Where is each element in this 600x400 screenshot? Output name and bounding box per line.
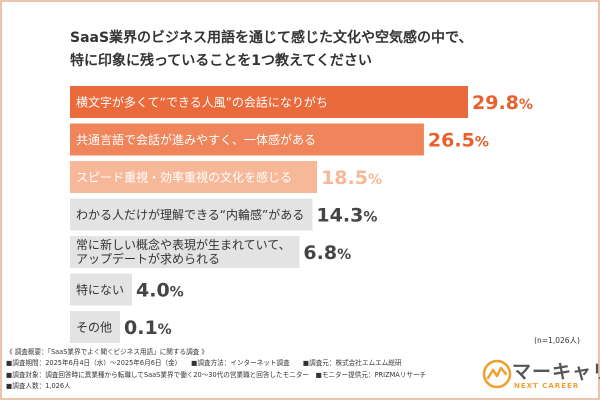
category-label-7: その他 — [76, 321, 112, 335]
chart-title: SaaS業界のビジネス用語を通じて感じた文化や空気感の中で、 特に印象に残ってい… — [70, 27, 550, 73]
logo-mark-icon — [482, 359, 512, 389]
category-label-2: 共通言語で会話が進みやすく、一体感がある — [76, 132, 316, 147]
value-label-6: 4.0% — [136, 280, 184, 302]
value-label-2: 26.5% — [428, 130, 489, 152]
category-label-4: わかる人だけが理解できる“内輪感”がある — [76, 207, 304, 222]
logo-subtitle: NEXT CAREER — [514, 382, 580, 390]
bar-2 — [70, 123, 424, 156]
value-label-7: 0.1% — [124, 317, 172, 339]
survey-footer: 《 調査概要：「SaaS業界でよく聞くビジネス用語」に関する調査 》 ■調査期間… — [6, 347, 486, 392]
bar-3 — [70, 161, 318, 193]
bar-1 — [70, 86, 468, 118]
logo-wordmark: マーキャリ — [512, 361, 600, 383]
category-label-3: スピード重視・効率重視の文化を感じる — [76, 170, 292, 185]
title-line-1: SaaS業界のビジネス用語を通じて感じた文化や空気感の中で、 — [70, 30, 473, 46]
footer-line-2: ■調査期間：2025年6月4日（水）〜2025年6月6日（金） ■調査方法：イン… — [6, 359, 402, 368]
footer-line-1: 《 調査概要：「SaaS業界でよく聞くビジネス用語」に関する調査 》 — [6, 348, 208, 356]
category-label-5: アップデートが求められる — [76, 251, 220, 266]
value-label-4: 14.3% — [316, 205, 377, 227]
value-label-1: 29.8% — [472, 92, 533, 114]
value-label-5: 6.8% — [303, 242, 351, 264]
bar-5 — [70, 236, 300, 268]
sample-size-note: (n=1,026人) — [534, 336, 580, 345]
value-label-3: 18.5% — [321, 167, 382, 189]
footer-line-4: ■調査人数：1,026人 — [6, 381, 71, 390]
category-label-5: 常に新しい概念や表現が生まれていて、 — [76, 237, 291, 252]
bar-6 — [70, 273, 133, 306]
title-line-2: 特に印象に残っていることを1つ教えてください — [70, 53, 372, 69]
footer-line-3: ■調査対象：調査回答時に異業種から転職してSaaS業界で働く20〜30代の営業職… — [6, 370, 427, 379]
category-label-6: 特にない — [76, 282, 124, 297]
bar-7 — [70, 311, 121, 343]
category-label-1: 横文字が多くて“できる人風”の会話になりがち — [76, 95, 328, 110]
brand-logo: マーキャリ NEXT CAREER — [482, 354, 600, 394]
bar-4 — [70, 198, 313, 231]
